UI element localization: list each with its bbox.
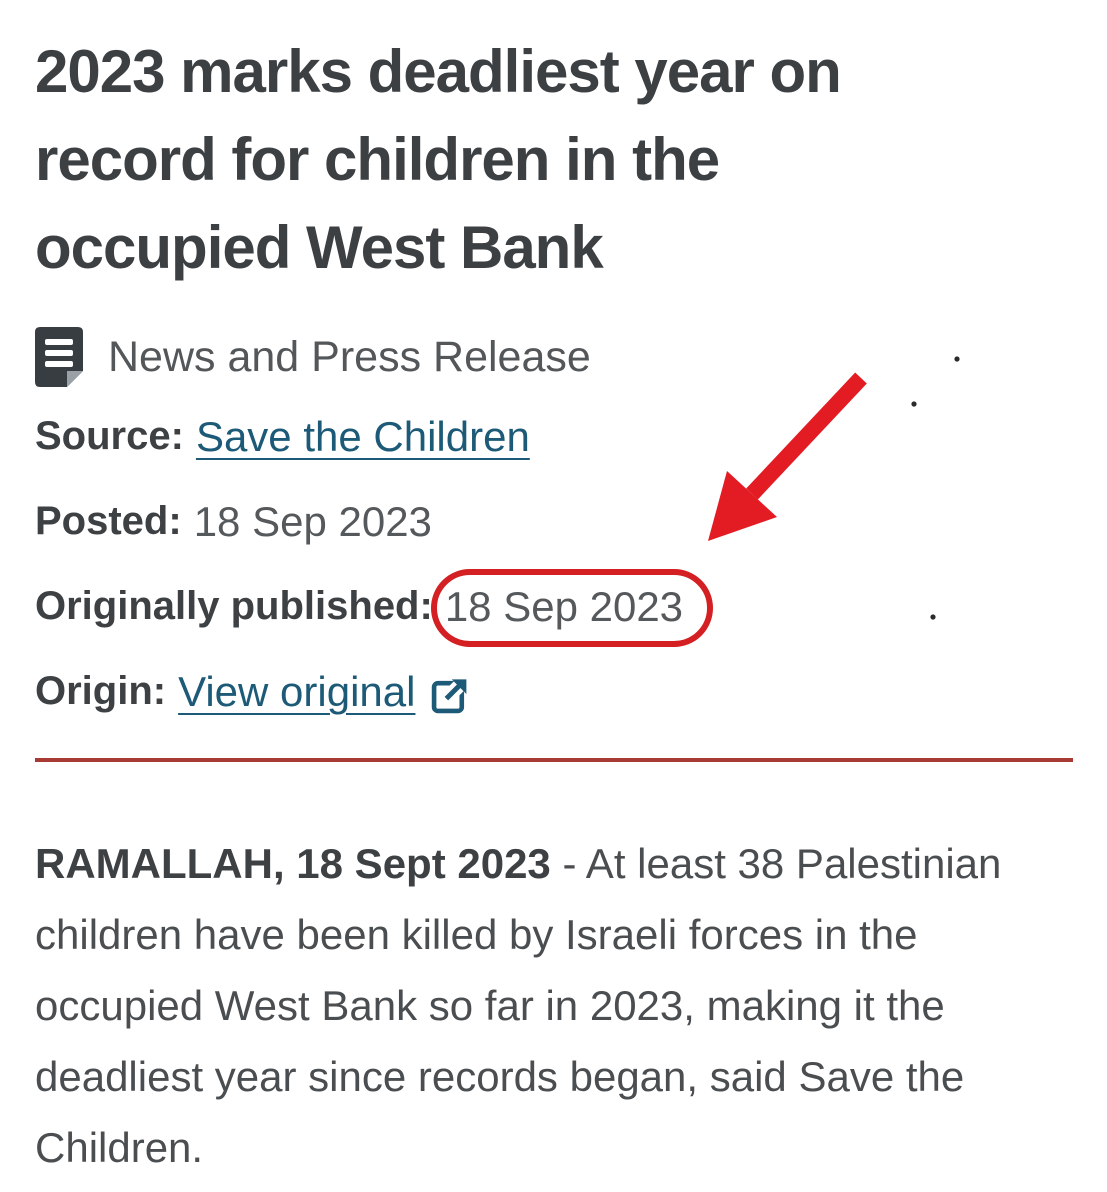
originally-published-date-wrap: 18 Sep 2023 xyxy=(430,568,714,647)
external-link-icon[interactable] xyxy=(431,674,471,714)
article-meta: News and Press Release Source: Save the … xyxy=(35,320,1073,734)
posted-row: Posted: 18 Sep 2023 xyxy=(35,479,1073,564)
originally-published-date: 18 Sep 2023 xyxy=(444,582,684,630)
red-divider xyxy=(35,758,1073,762)
dateline: RAMALLAH, 18 Sept 2023 xyxy=(35,840,551,887)
source-label: Source: xyxy=(35,414,184,458)
body-text: - At least 38 Palestinian children have … xyxy=(35,840,1002,1171)
document-icon xyxy=(35,327,83,387)
posted-date: 18 Sep 2023 xyxy=(193,497,432,545)
origin-row: Origin: View original xyxy=(35,649,1073,734)
article-body: RAMALLAH, 18 Sept 2023 - At least 38 Pal… xyxy=(35,828,1073,1183)
page-title: 2023 marks deadliest year on record for … xyxy=(35,38,842,281)
origin-label: Origin: xyxy=(35,669,167,713)
posted-label: Posted: xyxy=(35,499,182,543)
content-type-label: News and Press Release xyxy=(108,332,591,381)
source-link[interactable]: Save the Children xyxy=(195,412,530,460)
content-type-row: News and Press Release xyxy=(35,320,1073,394)
originally-published-label: Originally published: xyxy=(35,584,433,628)
view-original-link[interactable]: View original xyxy=(178,667,416,715)
source-row: Source: Save the Children xyxy=(35,394,1073,479)
originally-published-row: Originally published: 18 Sep 2023 xyxy=(35,564,1073,649)
